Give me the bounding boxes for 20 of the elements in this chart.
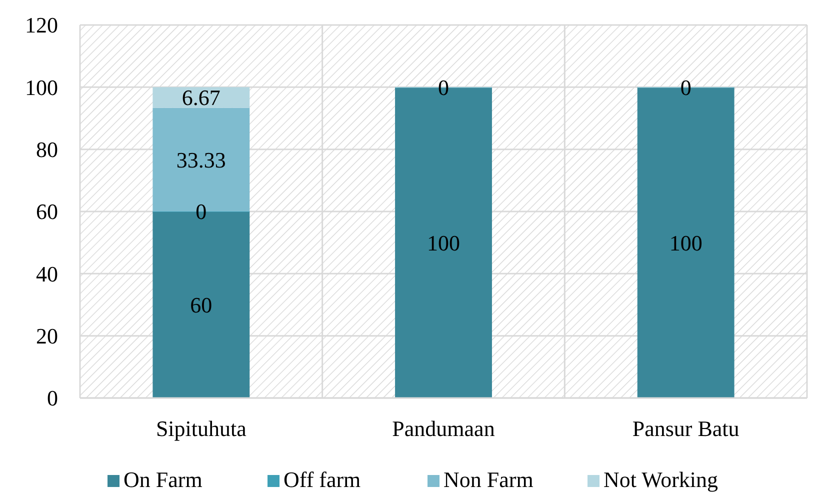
data-label: 33.33 bbox=[176, 147, 226, 172]
legend-label: Non Farm bbox=[444, 467, 534, 492]
y-tick-label: 100 bbox=[25, 74, 58, 100]
legend-label: Not Working bbox=[604, 467, 718, 492]
x-tick-label: Pansur Batu bbox=[632, 416, 740, 441]
data-label: 100 bbox=[669, 230, 702, 256]
legend-label: Off farm bbox=[284, 467, 361, 492]
y-tick-label: 120 bbox=[25, 12, 58, 38]
y-tick-label: 0 bbox=[47, 386, 58, 411]
y-tick-label: 40 bbox=[36, 261, 58, 286]
x-tick-label: Pandumaan bbox=[392, 416, 495, 441]
y-tick-label: 20 bbox=[36, 324, 58, 349]
data-label: 60 bbox=[190, 292, 212, 318]
legend-label: On Farm bbox=[124, 467, 202, 492]
y-tick-label: 80 bbox=[36, 137, 58, 162]
y-tick-label: 60 bbox=[36, 199, 58, 224]
data-label: 100 bbox=[427, 230, 460, 256]
x-tick-label: Sipituhuta bbox=[156, 416, 247, 441]
data-label: 6.67 bbox=[182, 85, 220, 110]
data-label: 0 bbox=[196, 199, 207, 224]
